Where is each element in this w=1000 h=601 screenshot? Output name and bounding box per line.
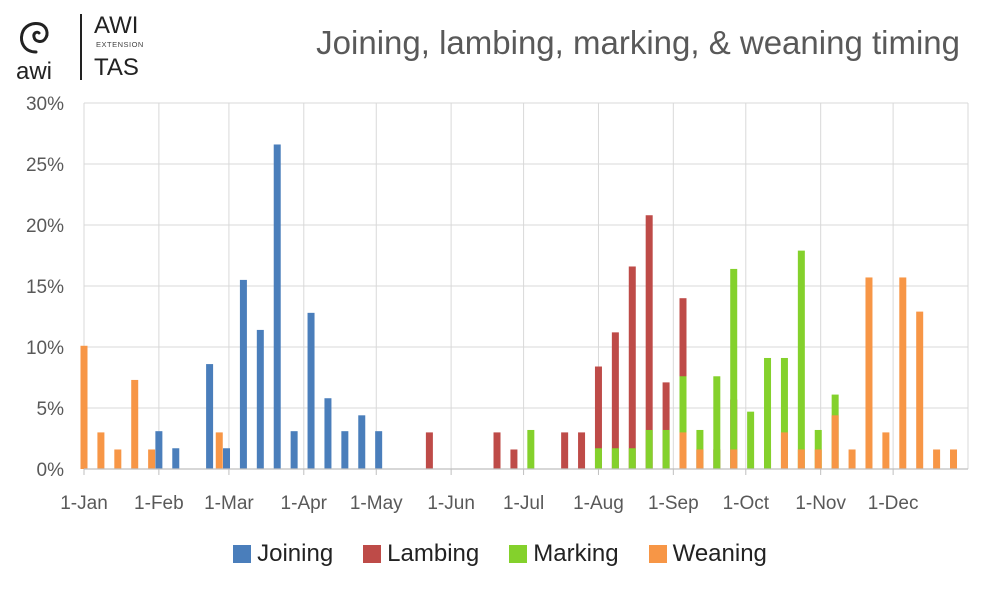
bar-marking [747, 411, 755, 469]
bar-marking [645, 429, 653, 469]
x-tick-label: 1-Mar [204, 493, 254, 514]
legend-item-weaning: Weaning [648, 540, 767, 568]
bar-joining [172, 448, 180, 469]
bar-lambing [510, 449, 518, 469]
bar-marking [797, 250, 805, 469]
y-tick-label: 25% [26, 155, 64, 176]
bar-marking [713, 376, 721, 469]
bar-lambing [645, 215, 653, 469]
bar-joining [307, 312, 315, 469]
bar-marking [594, 448, 602, 469]
bar-joining [256, 329, 264, 469]
legend-swatch [363, 545, 382, 563]
chart-title: Joining, lambing, marking, & weaning tim… [316, 24, 960, 61]
y-tick-label: 10% [26, 338, 64, 359]
x-tick-label: 1-Jun [427, 493, 475, 514]
bar-weaning [831, 415, 839, 469]
x-tick-label: 1-Aug [573, 493, 624, 514]
bar-weaning [899, 277, 907, 469]
legend-label: Lambing [387, 540, 480, 567]
x-tick-label: 1-May [350, 493, 403, 514]
bar-joining [273, 144, 281, 470]
y-tick-label: 5% [37, 399, 65, 420]
y-tick-label: 20% [26, 216, 64, 237]
bar-lambing [561, 432, 569, 469]
legend-swatch [648, 545, 667, 563]
y-tick-label: 30% [26, 94, 64, 115]
bar-weaning [848, 449, 856, 469]
x-tick-label: 1-Jul [503, 493, 544, 514]
logo-divider [80, 14, 82, 80]
bar-weaning [679, 432, 687, 469]
bar-weaning [114, 449, 122, 469]
bar-marking [696, 429, 704, 469]
bar-joining [223, 448, 231, 469]
x-tick-label: 1-Sep [648, 493, 699, 514]
bar-weaning [696, 449, 704, 469]
bar-weaning [730, 449, 738, 469]
bar-weaning [80, 345, 88, 469]
bar-weaning [882, 432, 890, 469]
y-tick-label: 0% [37, 460, 65, 481]
bar-joining [358, 415, 366, 469]
bar-marking [764, 357, 772, 469]
logo-tas-text: TAS [94, 54, 139, 81]
logo-awi-wordmark: awi [16, 58, 53, 85]
bar-marking [611, 448, 619, 469]
legend-swatch [509, 545, 528, 563]
bar-weaning [933, 449, 941, 469]
bar-marking [679, 376, 687, 469]
bar-joining [155, 431, 163, 469]
swirl-icon [20, 22, 49, 54]
bar-joining [324, 398, 332, 469]
x-tick-label: 1-Oct [723, 493, 770, 514]
bar-joining [375, 431, 383, 469]
logo-awi-text: AWI [94, 12, 139, 39]
bar-lambing [611, 332, 619, 469]
legend-label: Marking [533, 540, 619, 567]
awi-logo: awi AWI EXTENSION TAS [8, 10, 158, 85]
bar-weaning [916, 311, 924, 469]
bar-marking [662, 429, 670, 469]
x-tick-label: 1-Dec [868, 493, 919, 514]
bar-lambing [594, 366, 602, 469]
y-tick-label: 15% [26, 277, 64, 298]
legend-item-marking: Marking [509, 540, 619, 568]
bar-weaning [865, 277, 873, 469]
legend-label: Weaning [672, 540, 767, 567]
bar-weaning [797, 449, 805, 469]
bar-weaning [814, 449, 822, 469]
bar-marking [814, 429, 822, 469]
legend-label: Joining [257, 540, 334, 567]
bar-weaning [215, 432, 223, 469]
x-tick-label: 1-Feb [134, 493, 184, 514]
bar-joining [239, 279, 247, 469]
bar-lambing [425, 432, 433, 469]
logo-extension-text: EXTENSION [96, 40, 144, 49]
bar-lambing [578, 432, 586, 469]
bar-joining [206, 364, 214, 469]
bar-lambing [493, 432, 501, 469]
bar-marking [527, 429, 535, 469]
bar-marking [628, 448, 636, 469]
bar-marking [730, 268, 738, 469]
x-tick-label: 1-Nov [795, 493, 846, 514]
x-tick-label: 1-Jan [60, 493, 108, 514]
bar-weaning [780, 432, 788, 469]
bar-weaning [950, 449, 958, 469]
bar-weaning [148, 449, 156, 469]
bar-joining [290, 431, 298, 469]
legend-item-lambing: Lambing [363, 540, 479, 568]
bar-weaning [97, 432, 105, 469]
bar-weaning [131, 379, 139, 469]
bar-lambing [628, 266, 636, 469]
chart-legend: Joining Lambing Marking Weaning [0, 540, 1000, 568]
legend-item-joining: Joining [233, 540, 333, 568]
bar-joining [341, 431, 349, 469]
legend-swatch [233, 545, 252, 563]
bar-lambing [662, 382, 670, 469]
x-tick-label: 1-Apr [281, 493, 328, 514]
bar-marking [780, 357, 788, 469]
